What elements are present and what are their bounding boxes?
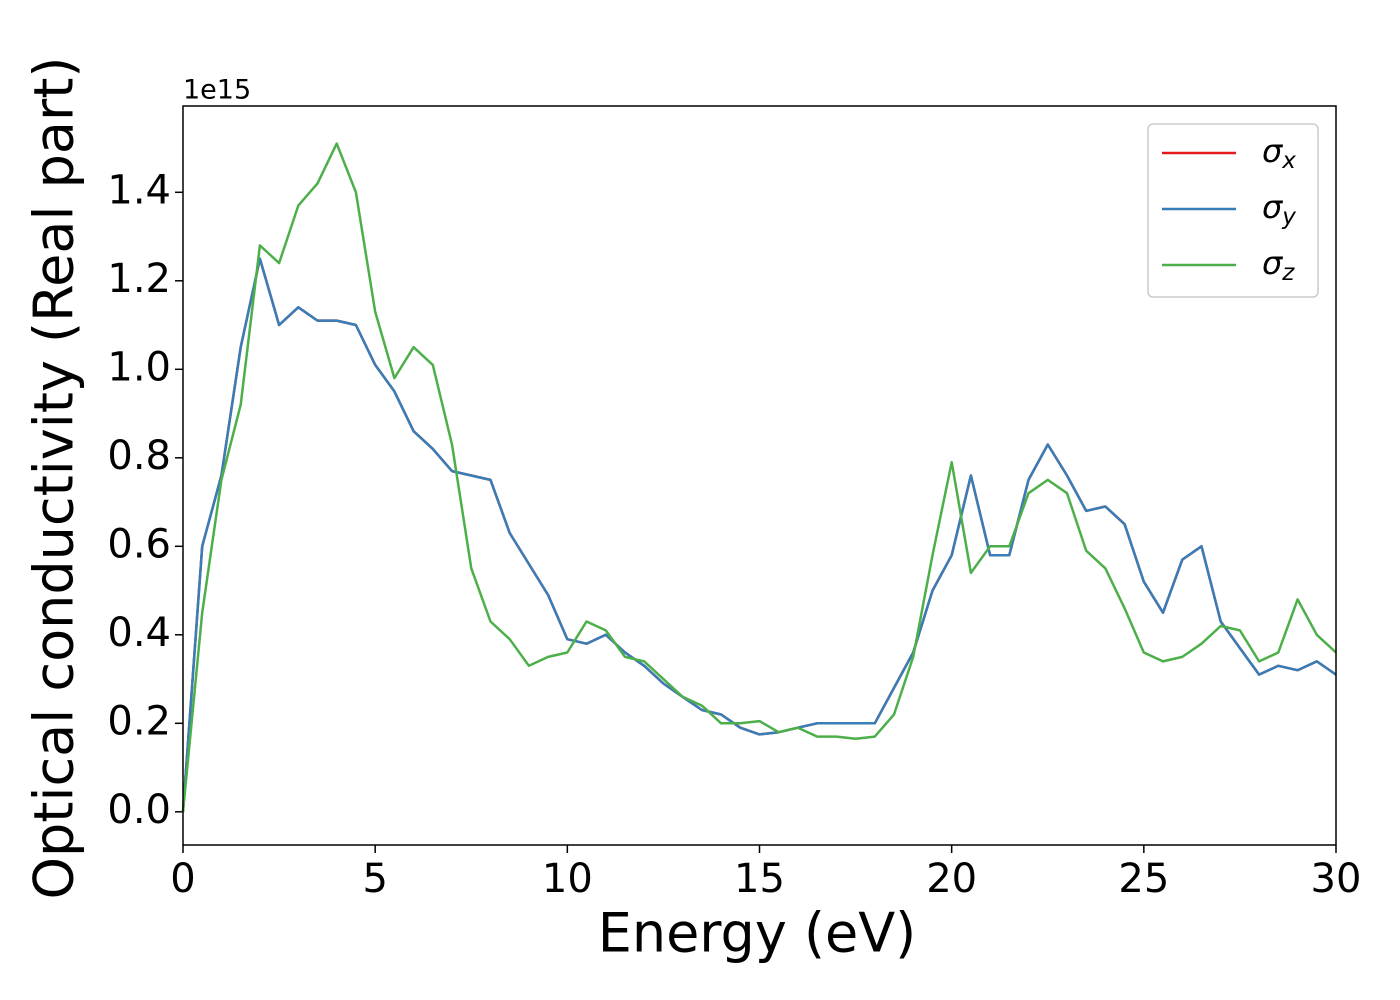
series-line bbox=[181, 257, 1337, 812]
series-line bbox=[181, 257, 1337, 812]
legend-label: σx bbox=[1262, 132, 1296, 174]
y-tick-label: 0.8 bbox=[107, 433, 171, 479]
legend-label: σy bbox=[1262, 188, 1296, 230]
x-tick-label: 0 bbox=[170, 856, 195, 902]
series-line bbox=[181, 142, 1337, 812]
x-tick-label: 20 bbox=[926, 856, 977, 902]
plot-frame bbox=[182, 105, 1337, 846]
legend: σx σy σz bbox=[1147, 123, 1319, 298]
x-tick-label: 5 bbox=[362, 856, 387, 902]
y-tick-label: 0.0 bbox=[107, 787, 171, 833]
y-axis-label: Optical conductivity (Real part) bbox=[23, 57, 86, 900]
y-tick-label: 0.2 bbox=[107, 698, 171, 744]
x-tick-label: 25 bbox=[1118, 856, 1169, 902]
x-tick-label: 10 bbox=[542, 856, 593, 902]
x-tick-label: 15 bbox=[734, 856, 785, 902]
y-tick-label: 1.0 bbox=[107, 344, 171, 390]
y-tick-label: 1.2 bbox=[107, 256, 171, 302]
y-tick-label: 1.4 bbox=[107, 167, 171, 213]
y-tick-label: 0.6 bbox=[107, 521, 171, 567]
x-axis-label: Energy (eV) bbox=[598, 902, 917, 965]
y-offset-label: 1e15 bbox=[183, 75, 251, 106]
legend-label: σz bbox=[1262, 244, 1295, 286]
y-tick-label: 0.4 bbox=[107, 610, 171, 656]
legend-box bbox=[1147, 123, 1319, 298]
x-tick-label: 30 bbox=[1311, 856, 1362, 902]
